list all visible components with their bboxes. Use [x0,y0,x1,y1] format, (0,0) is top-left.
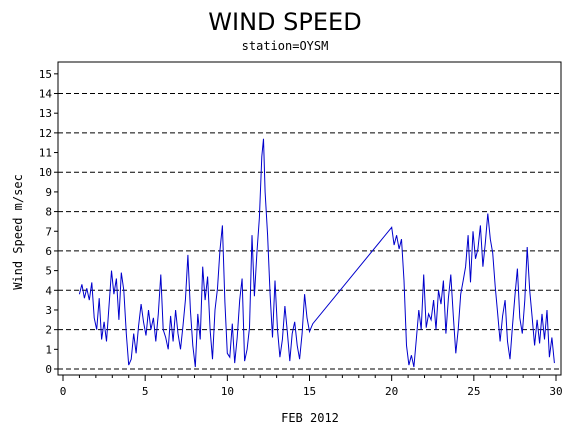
y-tick-label: 14 [39,88,53,101]
x-tick-label: 15 [303,385,316,398]
x-tick-label: 30 [549,385,562,398]
plot-frame [57,61,562,376]
y-tick-label: 4 [45,284,52,297]
wind-speed-series-line [78,138,555,368]
y-tick-label: 3 [45,304,52,317]
y-tick-label: 7 [45,225,52,238]
y-tick-label: 5 [45,265,52,278]
y-tick-label: 9 [45,186,52,199]
y-tick-label: 12 [39,127,52,140]
y-tick-label: 0 [45,363,52,376]
x-tick-label: 0 [60,385,67,398]
y-tick-label: 11 [39,147,52,160]
x-tick-label: 20 [385,385,398,398]
chart-subtitle: station=OYSM [242,39,329,53]
y-tick-label: 6 [45,245,52,258]
x-tick-label: 25 [467,385,480,398]
y-tick-label: 2 [45,324,52,337]
y-tick-label: 8 [45,206,52,219]
y-tick-label: 1 [45,343,52,356]
x-tick-label: 10 [221,385,234,398]
y-tick-label: 10 [39,166,52,179]
y-tick-label: 15 [39,68,52,81]
y-tick-label: 13 [39,107,52,120]
x-axis: 0 5 10 15 20 25 30 [60,375,563,398]
x-tick-label: 5 [142,385,149,398]
x-axis-label: FEB 2012 [281,411,339,425]
reference-lines [58,93,561,370]
chart-title: WIND SPEED [208,8,361,36]
y-axis-label: Wind Speed m/sec [11,174,25,290]
